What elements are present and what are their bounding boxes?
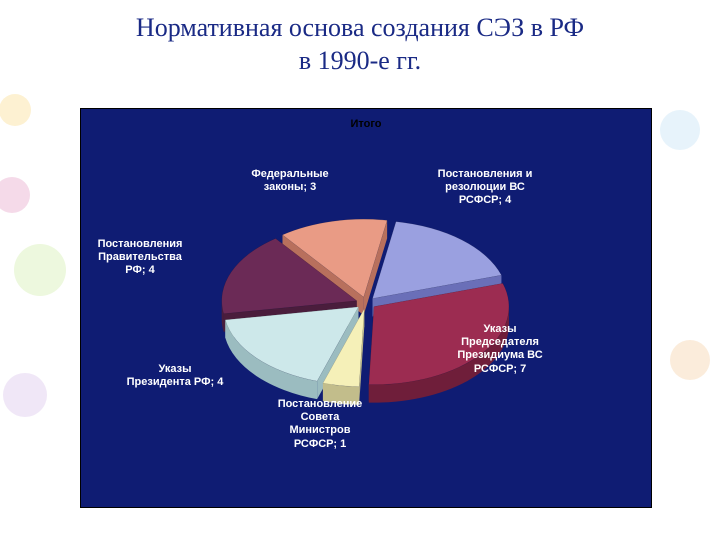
pie-slice-label: Постановления Правительства РФ; 4 [80,238,200,278]
pie-slice-label: Постановления и резолюции ВС РСФСР; 4 [425,168,545,208]
balloon-icon [14,244,66,296]
slide-title: Нормативная основа создания СЭЗ в РФ в 1… [0,12,720,77]
balloon-icon [3,373,47,417]
slide: Нормативная основа создания СЭЗ в РФ в 1… [0,0,720,540]
title-line-2: в 1990-е гг. [299,46,421,75]
balloon-icon [660,110,700,150]
title-line-1: Нормативная основа создания СЭЗ в РФ [136,13,584,42]
balloon-icon [0,177,30,213]
pie-chart-container: Итого Постановления и резолюции ВС РСФСР… [80,108,652,508]
balloon-icon [670,340,710,380]
pie-slice-label: Указы Председателя Президиума ВС РСФСР; … [440,323,560,376]
balloon-icon [0,94,31,126]
pie-slice-label: Указы Президента РФ; 4 [115,363,235,389]
pie-slice-label: Постановление Совета Министров РСФСР; 1 [260,398,380,451]
pie-slice-label: Федеральные законы; 3 [230,168,350,194]
